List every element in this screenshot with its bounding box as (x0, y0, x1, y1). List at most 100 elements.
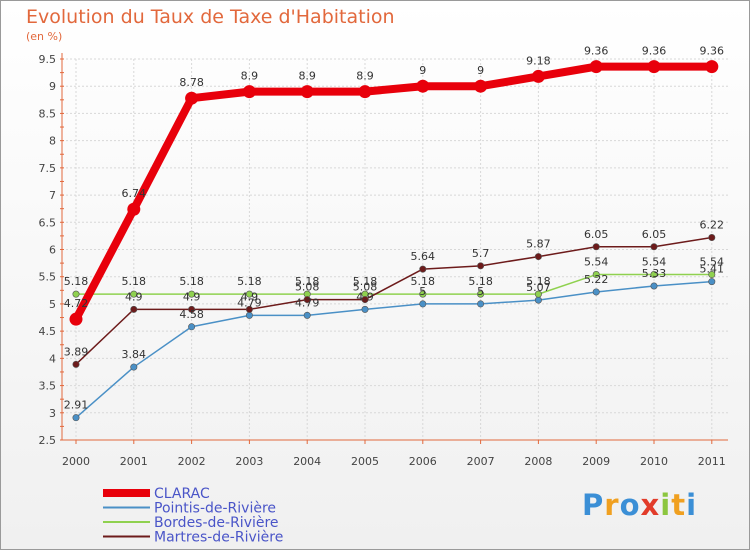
y-tick-label: 7.5 (39, 162, 57, 175)
data-label: 5.08 (353, 281, 378, 294)
grid-lines (62, 58, 728, 441)
data-point (650, 282, 658, 290)
data-point (708, 234, 716, 242)
data-label: 3.89 (64, 345, 89, 358)
data-point (72, 360, 80, 368)
data-point (188, 323, 196, 331)
data-label: 4.79 (237, 296, 262, 309)
data-label: 5.07 (526, 281, 551, 294)
x-tick-label: 2001 (120, 455, 148, 468)
data-label: 5.18 (468, 275, 493, 288)
data-point (358, 85, 372, 99)
data-label: 4.79 (295, 296, 320, 309)
data-point (419, 300, 427, 308)
data-label: 5.18 (295, 275, 320, 288)
data-point (474, 79, 488, 93)
tick-labels: 2.5 3 3.5 4 4.5 5 5.5 6 6.5 7 7.5 8 8.5 9 9.5 2000 2001 2… (39, 53, 726, 468)
data-point (245, 305, 253, 313)
data-point (303, 311, 311, 319)
data-point (69, 312, 83, 326)
data-label: 5.54 (642, 256, 667, 269)
data-point (130, 290, 138, 298)
data-point (534, 253, 542, 261)
data-label: 5.54 (584, 256, 609, 269)
x-tick-label: 2009 (582, 455, 610, 468)
logo-letter: t (671, 488, 687, 522)
data-label: 9.36 (584, 45, 609, 58)
data-label: 5.7 (472, 247, 490, 260)
data-label: 5.64 (411, 250, 436, 263)
logo-letter: P (582, 488, 605, 522)
data-point (245, 311, 253, 319)
data-label: 5.18 (353, 275, 378, 288)
chart-title: Evolution du Taux de Taxe d'Habitation (26, 6, 395, 28)
data-point (650, 271, 658, 279)
logo-letter: i (660, 488, 672, 522)
data-label: 6.74 (122, 187, 147, 200)
series-line (76, 273, 712, 295)
y-tick-label: 4.5 (39, 325, 57, 338)
data-label: 4.9 (183, 290, 201, 303)
data-point (188, 305, 196, 313)
y-tick-label: 3 (49, 407, 56, 420)
data-point (534, 290, 542, 298)
data-label: 4.9 (356, 290, 374, 303)
data-label: 6.05 (642, 228, 667, 241)
y-tick-label: 3.5 (39, 380, 57, 393)
data-point (592, 243, 600, 251)
data-point (188, 290, 196, 298)
data-point (416, 79, 430, 93)
x-tick-label: 2011 (698, 455, 726, 468)
data-label: 8.78 (179, 76, 204, 89)
data-label: 5.18 (411, 275, 436, 288)
data-point (650, 243, 658, 251)
legend-label: Bordes-de-Rivière (154, 515, 279, 531)
data-label: 5.87 (526, 238, 551, 251)
data-point (300, 85, 314, 99)
x-tick-label: 2002 (178, 455, 206, 468)
series-line (75, 280, 712, 419)
data-label: 3.84 (122, 348, 147, 361)
logo-letter: o (619, 488, 641, 522)
x-tick-label: 2007 (467, 455, 495, 468)
data-point (245, 290, 253, 298)
data-point (708, 271, 716, 279)
data-point (185, 91, 199, 105)
data-label: 6.22 (700, 219, 725, 232)
data-label: 4.9 (241, 290, 259, 303)
data-point (477, 300, 485, 308)
data-point (589, 60, 603, 74)
data-point (72, 414, 80, 422)
data-label: 8.9 (241, 70, 259, 83)
series-line (72, 62, 712, 322)
data-label: 5.41 (700, 263, 725, 276)
x-tick-label: 2000 (62, 455, 90, 468)
data-label: 5.18 (122, 275, 147, 288)
logo-letter: x (640, 488, 661, 522)
data-label: 5.22 (584, 273, 609, 286)
data-point (361, 296, 369, 304)
logo-letter: i (686, 488, 698, 522)
y-tick-label: 7 (49, 189, 56, 202)
y-tick-label: 8.5 (39, 107, 57, 120)
data-point (647, 60, 661, 74)
data-label: 9 (419, 64, 426, 77)
data-point (477, 290, 485, 298)
y-tick-label: 6.5 (39, 216, 57, 229)
legend-label: Martres-de-Rivière (154, 530, 283, 546)
data-label: 9 (477, 64, 484, 77)
data-label: 5.54 (700, 256, 725, 269)
data-point (419, 265, 427, 273)
chart-unit: (en %) (26, 30, 63, 43)
legend-label: CLARAC (154, 486, 210, 502)
axes (60, 53, 728, 444)
y-tick-label: 5.5 (39, 271, 57, 284)
y-tick-label: 4 (49, 352, 56, 365)
y-tick-label: 8 (49, 135, 56, 148)
x-tick-label: 2006 (409, 455, 437, 468)
y-tick-label: 2.5 (39, 434, 57, 447)
data-point (130, 363, 138, 371)
data-point (534, 296, 542, 304)
data-label: 8.9 (356, 70, 374, 83)
data-point (130, 305, 138, 313)
